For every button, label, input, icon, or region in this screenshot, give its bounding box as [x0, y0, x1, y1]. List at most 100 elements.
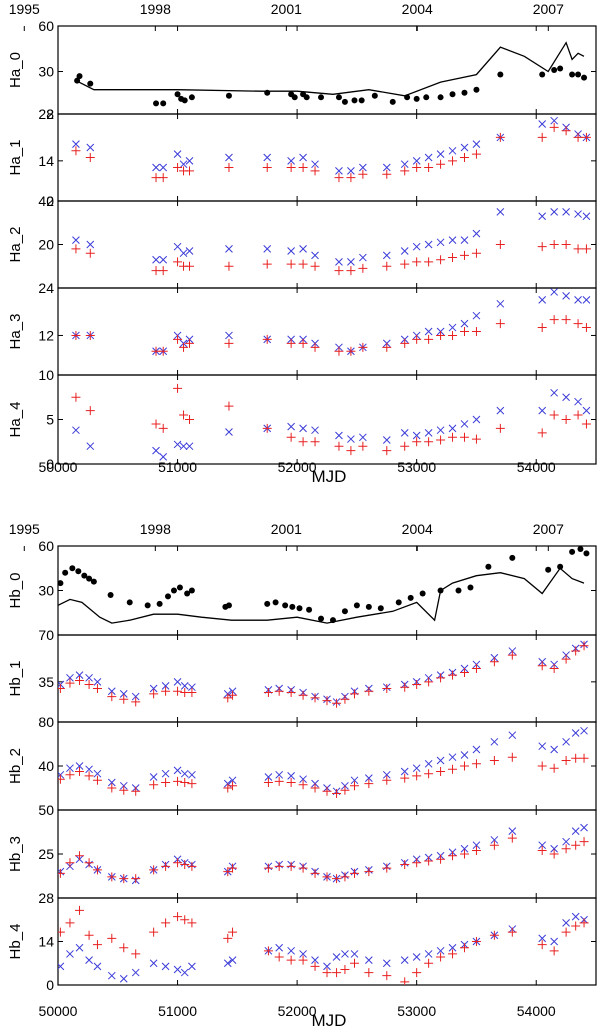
- plus-point: [459, 667, 469, 677]
- plus-point: [471, 149, 481, 159]
- plus-point: [459, 432, 469, 442]
- data-dot: [289, 603, 296, 610]
- x-tick-label: 51000: [158, 459, 197, 475]
- cross-point: [173, 677, 182, 686]
- cross-point: [350, 950, 359, 958]
- cross-point: [562, 208, 570, 216]
- top-year-label: 2007: [533, 521, 564, 537]
- plus-point: [448, 949, 458, 959]
- cross-point: [66, 950, 74, 958]
- cross-point: [311, 160, 319, 169]
- plus-point: [581, 244, 591, 254]
- cross-point: [347, 258, 355, 266]
- y-axis-label: Ha_3: [7, 314, 24, 350]
- plus-point: [158, 346, 168, 356]
- plus-point: [119, 694, 129, 704]
- data-dot: [404, 94, 411, 101]
- plus-point: [298, 437, 308, 447]
- cross-point: [571, 827, 580, 835]
- plus-point: [65, 678, 75, 688]
- plus-point: [573, 319, 583, 329]
- data-dot: [389, 98, 396, 105]
- plus-point: [436, 767, 446, 776]
- plus-point: [92, 775, 102, 785]
- data-marks: [71, 288, 591, 356]
- plus-point: [228, 927, 238, 937]
- plus-point: [334, 441, 344, 451]
- cross-point: [382, 163, 391, 172]
- plus-point: [58, 684, 65, 694]
- data-dot: [74, 77, 81, 84]
- cross-point: [571, 912, 580, 921]
- data-dot: [306, 606, 313, 613]
- data-marks: [71, 383, 591, 461]
- cross-point: [159, 255, 168, 264]
- plus-point: [459, 849, 469, 859]
- cross-point: [299, 153, 307, 162]
- plus-point: [573, 410, 583, 420]
- y-axis-label: Ha_1: [7, 140, 24, 176]
- panel-hb-4: 0 14 28 Hb_4: [7, 890, 597, 993]
- cross-point: [131, 692, 140, 701]
- y-tick-label: 0: [46, 456, 54, 472]
- plus-point: [424, 334, 434, 344]
- plus-point: [262, 423, 272, 433]
- plus-point: [579, 753, 589, 763]
- cross-point: [347, 435, 355, 443]
- cross-point: [152, 163, 160, 172]
- data-dot: [58, 580, 64, 587]
- plus-point: [537, 661, 547, 671]
- cross-point: [332, 953, 341, 961]
- plus-point: [400, 860, 410, 870]
- plus-point: [436, 255, 446, 265]
- y-axis-label: Ha_4: [7, 402, 24, 438]
- plus-point: [310, 342, 320, 352]
- y-tick-label: 14: [38, 934, 54, 950]
- cross-point: [287, 946, 295, 955]
- data-dot: [551, 67, 558, 73]
- data-dot: [569, 548, 576, 555]
- plus-point: [262, 163, 272, 173]
- y-axis-label: Hb_1: [7, 661, 24, 697]
- plus-point: [358, 342, 368, 352]
- cross-point: [131, 968, 140, 977]
- cross-point: [359, 253, 367, 262]
- data-marks: [58, 823, 589, 885]
- cross-point: [582, 212, 591, 221]
- data-dot: [583, 550, 590, 557]
- cross-point: [58, 962, 65, 971]
- plus-point: [334, 266, 344, 276]
- cross-point: [323, 962, 331, 971]
- cross-point: [173, 150, 182, 159]
- cross-point: [460, 751, 469, 759]
- plus-point: [424, 958, 434, 968]
- cross-point: [335, 167, 343, 175]
- data-dot: [282, 602, 289, 609]
- plus-point: [448, 156, 458, 166]
- plus-point: [561, 126, 571, 136]
- plus-point: [424, 257, 434, 267]
- plus-point: [286, 778, 296, 787]
- plus-point: [459, 943, 469, 953]
- cross-point: [173, 242, 182, 251]
- cross-point: [550, 288, 559, 296]
- y-tick-label: 28: [38, 106, 54, 122]
- plus-point: [412, 858, 422, 868]
- cross-point: [472, 415, 481, 424]
- y-tick-label: 60: [38, 538, 54, 554]
- plus-point: [158, 173, 168, 183]
- plus-point: [364, 779, 374, 789]
- plus-point: [436, 435, 446, 445]
- plus-point: [180, 860, 190, 870]
- plus-point: [489, 756, 499, 765]
- plus-point: [310, 693, 320, 703]
- data-dot: [272, 599, 279, 606]
- cross-point: [225, 331, 233, 340]
- plus-point: [286, 955, 296, 965]
- panel-frame: [57, 545, 597, 636]
- data-dot: [341, 608, 348, 615]
- cross-point: [119, 974, 128, 983]
- panel-ha-3: 12 24 Ha_3: [7, 280, 597, 376]
- x-tick-label: 53000: [397, 1003, 436, 1019]
- cross-point: [472, 140, 481, 148]
